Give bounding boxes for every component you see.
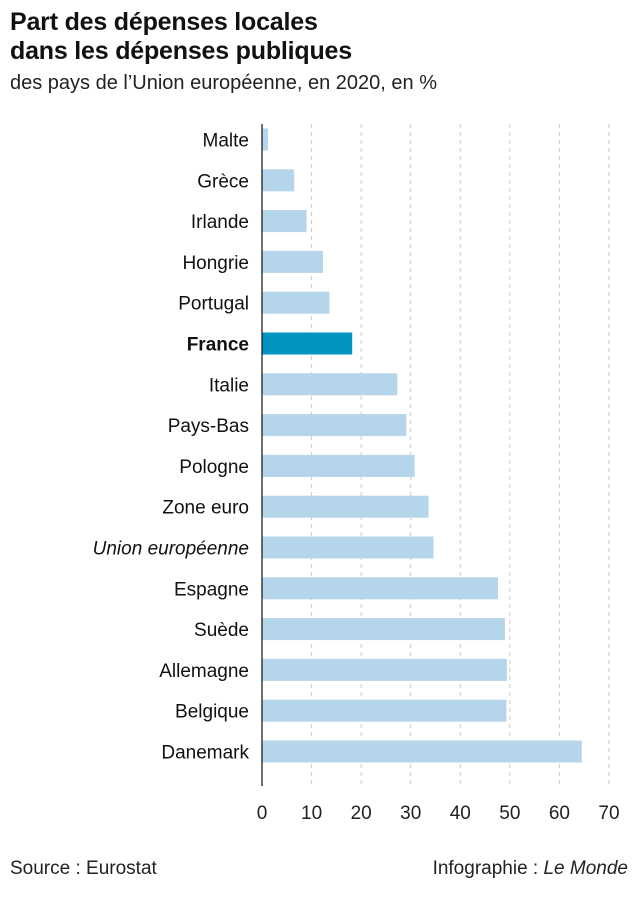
category-label-8: Pologne bbox=[179, 457, 249, 478]
credit-brand: Le Monde bbox=[543, 858, 628, 879]
bar-5 bbox=[262, 332, 353, 355]
category-label-6: Italie bbox=[209, 375, 249, 396]
title-line-2: dans les dépenses publiques bbox=[10, 37, 352, 65]
x-tick-label-40: 40 bbox=[450, 803, 471, 824]
x-tick-label-30: 30 bbox=[400, 803, 421, 824]
category-label-5: France bbox=[187, 335, 249, 356]
chart-subtitle: des pays de l’Union européenne, en 2020,… bbox=[10, 72, 437, 94]
category-label-4: Portugal bbox=[178, 294, 249, 315]
bar-1 bbox=[262, 169, 295, 192]
source-note: Source : Eurostat bbox=[10, 858, 157, 879]
category-label-15: Danemark bbox=[161, 743, 249, 764]
bar-4 bbox=[262, 291, 330, 314]
x-tick-label-50: 50 bbox=[499, 803, 520, 824]
category-label-1: Grèce bbox=[197, 171, 249, 192]
x-tick-label-70: 70 bbox=[598, 803, 619, 824]
title-line-1: Part des dépenses locales bbox=[10, 8, 318, 36]
bar-11 bbox=[262, 577, 498, 600]
bar-0 bbox=[262, 128, 268, 151]
bar-8 bbox=[262, 454, 415, 477]
credit-prefix: Infographie : bbox=[432, 858, 544, 879]
category-label-10: Union européenne bbox=[93, 539, 249, 560]
bar-6 bbox=[262, 373, 398, 396]
bar-9 bbox=[262, 495, 429, 518]
bar-12 bbox=[262, 618, 505, 641]
category-label-7: Pays-Bas bbox=[168, 416, 249, 437]
category-label-3: Hongrie bbox=[182, 253, 249, 274]
x-tick-label-20: 20 bbox=[351, 803, 372, 824]
x-tick-label-0: 0 bbox=[257, 803, 268, 824]
credit-note: Infographie : Le Monde bbox=[433, 858, 628, 880]
category-label-12: Suède bbox=[194, 620, 249, 641]
bar-10 bbox=[262, 536, 434, 559]
x-tick-label-60: 60 bbox=[549, 803, 570, 824]
bar-7 bbox=[262, 414, 407, 437]
bar-15 bbox=[262, 740, 582, 763]
chart-title: Part des dépenses locales dans les dépen… bbox=[10, 8, 352, 66]
bar-14 bbox=[262, 699, 507, 722]
bar-2 bbox=[262, 210, 307, 233]
bar-3 bbox=[262, 250, 323, 273]
category-label-9: Zone euro bbox=[162, 498, 249, 519]
x-tick-label-10: 10 bbox=[301, 803, 322, 824]
category-label-11: Espagne bbox=[174, 579, 249, 600]
bar-13 bbox=[262, 658, 507, 681]
category-label-0: Malte bbox=[203, 131, 249, 152]
bar-chart: Malte Grèce Irlande Hongrie Portugal France It… bbox=[93, 124, 620, 824]
category-label-13: Allemagne bbox=[159, 661, 249, 682]
category-label-2: Irlande bbox=[191, 212, 249, 233]
category-label-14: Belgique bbox=[175, 702, 249, 723]
